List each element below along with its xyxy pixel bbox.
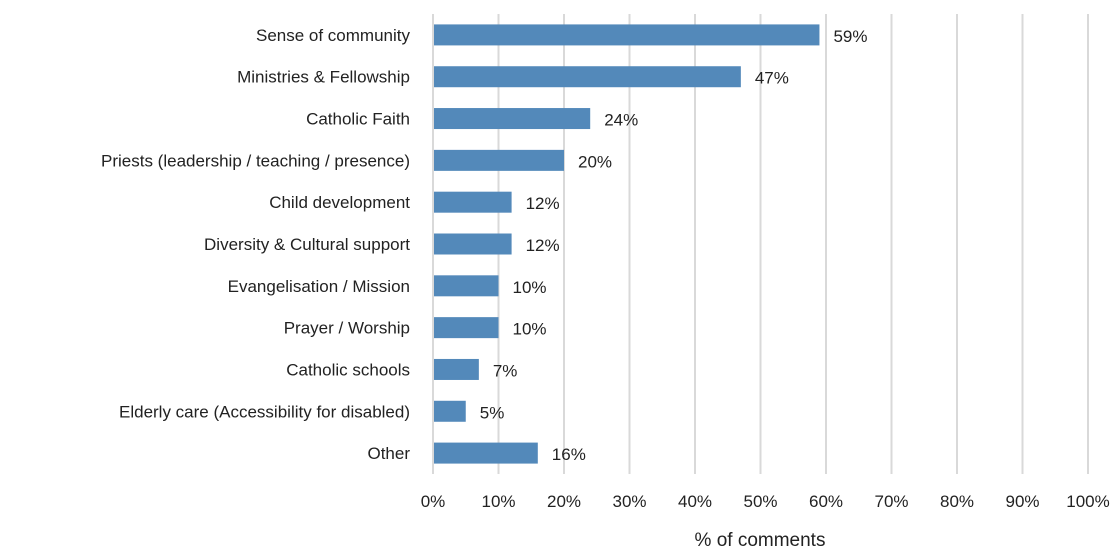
- bar: [434, 358, 479, 380]
- value-label: 16%: [552, 445, 586, 464]
- x-tick-label: 20%: [547, 492, 581, 511]
- x-tick-label: 0%: [421, 492, 446, 511]
- category-label: Catholic Faith: [306, 110, 410, 129]
- x-tick-label: 100%: [1066, 492, 1109, 511]
- bar: [434, 400, 466, 422]
- bar: [434, 108, 591, 130]
- x-tick-label: 60%: [809, 492, 843, 511]
- x-tick-label: 80%: [940, 492, 974, 511]
- bar: [434, 191, 512, 213]
- gridlines: [432, 14, 1089, 474]
- bar: [434, 275, 499, 297]
- x-tick-label: 50%: [743, 492, 777, 511]
- category-label: Other: [367, 444, 410, 463]
- value-label: 10%: [513, 278, 547, 297]
- x-tick-label: 10%: [481, 492, 515, 511]
- value-label: 47%: [755, 69, 789, 88]
- value-label: 12%: [526, 194, 560, 213]
- bars: [434, 24, 820, 464]
- category-labels: Sense of community Ministries & Fellowshi…: [101, 26, 410, 463]
- category-label: Priests (leadership / teaching / presenc…: [101, 151, 410, 170]
- x-tick-label: 40%: [678, 492, 712, 511]
- value-label: 12%: [526, 236, 560, 255]
- value-label: 7%: [493, 361, 518, 380]
- x-axis-title: % of comments: [695, 530, 826, 551]
- bar: [434, 66, 741, 88]
- x-tick-label: 90%: [1005, 492, 1039, 511]
- category-label: Elderly care (Accessibility for disabled…: [119, 402, 410, 421]
- category-label: Evangelisation / Mission: [228, 277, 410, 296]
- category-label: Diversity & Cultural support: [204, 235, 410, 254]
- x-tick-label: 70%: [874, 492, 908, 511]
- value-labels: 59% 47% 24% 20% 12% 12% 10% 10% 7% 5% 16%: [480, 27, 868, 464]
- bar: [434, 442, 538, 464]
- category-label: Sense of community: [256, 26, 411, 45]
- category-label: Child development: [269, 193, 410, 212]
- value-label: 20%: [578, 152, 612, 171]
- category-label: Prayer / Worship: [284, 319, 410, 338]
- x-tick-labels: 0% 10% 20% 30% 40% 50% 60% 70% 80% 90% 100%: [421, 492, 1110, 511]
- category-label: Catholic schools: [286, 360, 410, 379]
- bar: [434, 317, 499, 339]
- bar: [434, 149, 564, 171]
- bar: [434, 24, 820, 46]
- value-label: 5%: [480, 403, 505, 422]
- value-label: 24%: [604, 111, 638, 130]
- bar: [434, 233, 512, 255]
- x-tick-label: 30%: [612, 492, 646, 511]
- value-label: 59%: [833, 27, 867, 46]
- category-label: Ministries & Fellowship: [237, 68, 410, 87]
- value-label: 10%: [513, 320, 547, 339]
